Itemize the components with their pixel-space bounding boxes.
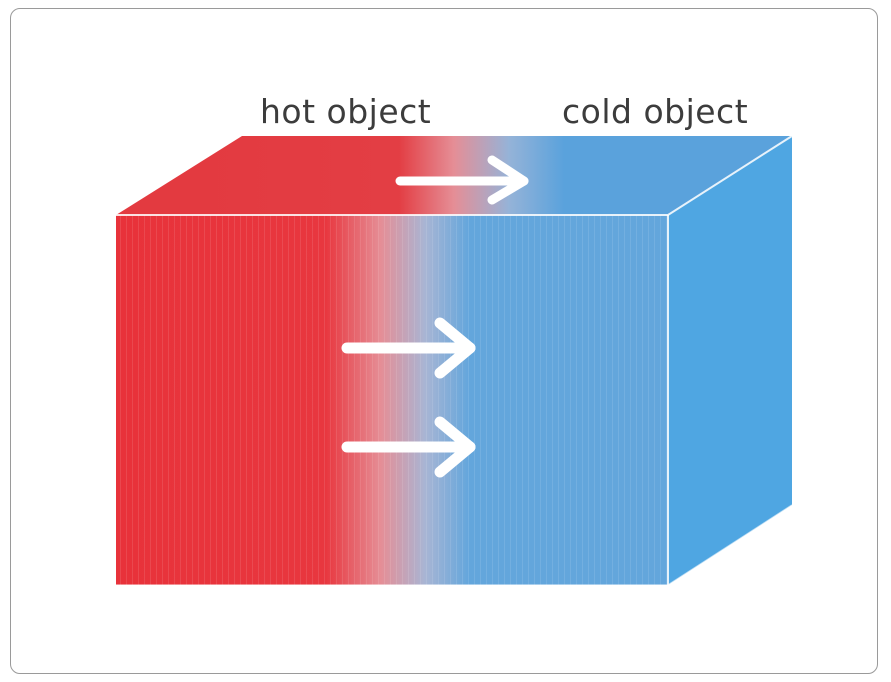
hot-object-label: hot object xyxy=(260,92,432,131)
front-right-arrow-icon xyxy=(341,317,476,379)
block-front-texture xyxy=(116,215,668,585)
block-top-face xyxy=(116,136,792,215)
cold-object-label: cold object xyxy=(562,92,749,131)
block-side-face xyxy=(668,136,792,585)
front-right-arrow-icon xyxy=(341,416,476,478)
block-bottom-edge xyxy=(116,504,793,586)
top-right-arrow-icon xyxy=(395,155,529,205)
